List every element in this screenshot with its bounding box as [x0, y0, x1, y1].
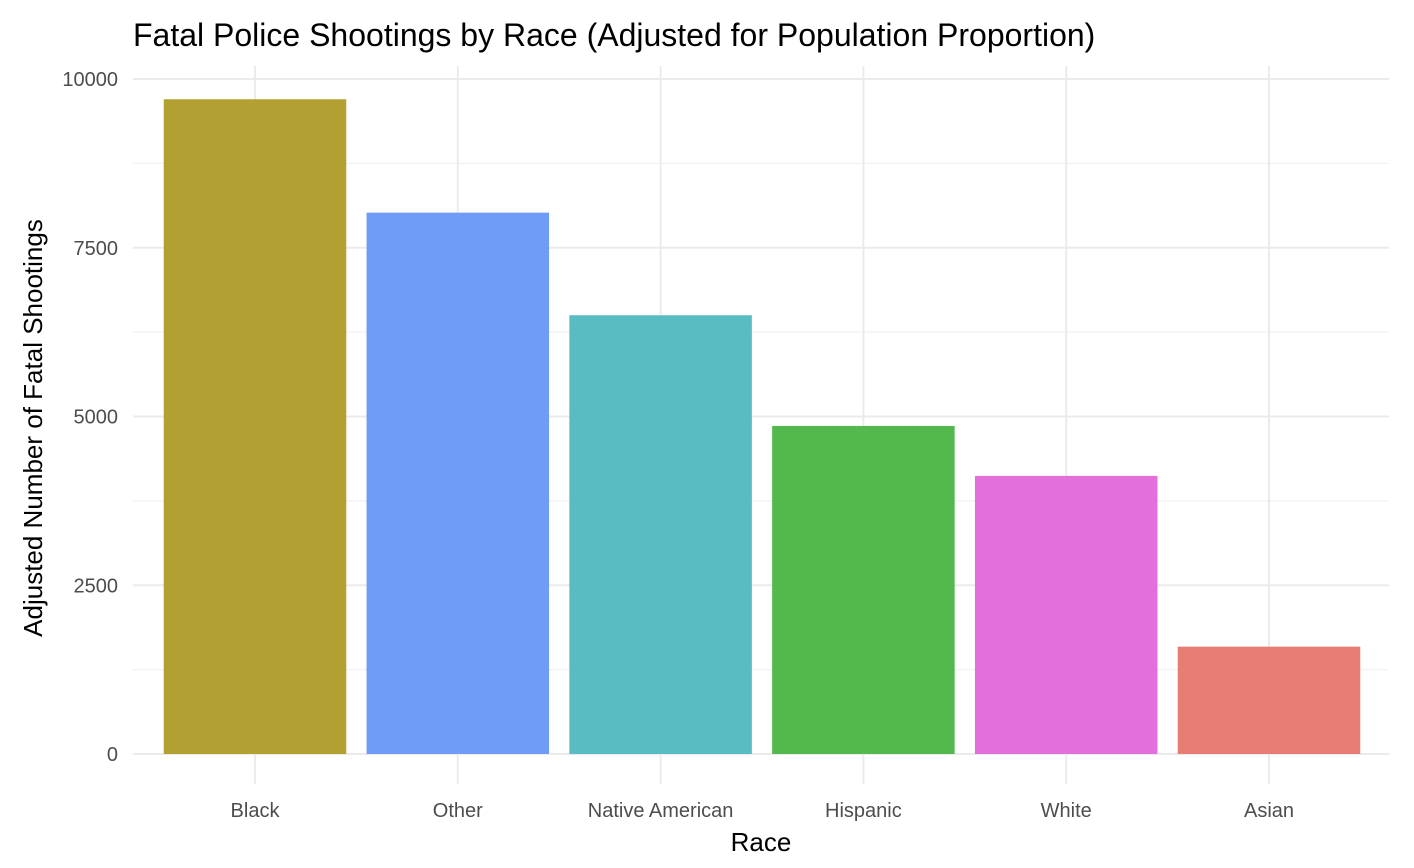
x-axis-tick-labels: Black Other Native American Hispanic White As…: [231, 800, 1294, 822]
x-tick-label-black: Black: [231, 800, 281, 822]
bar-white: [974, 475, 1158, 754]
x-tick-label-hispanic: Hispanic: [825, 800, 902, 822]
x-tick-label-other: Other: [433, 800, 483, 822]
bar-hispanic: [772, 425, 955, 754]
x-tick-label-native-american: Native American: [588, 800, 734, 822]
y-axis-title: Adjusted Number of Fatal Shootings: [18, 219, 48, 637]
x-tick-label-white: White: [1041, 800, 1092, 822]
bar-asian: [1177, 646, 1361, 754]
y-tick-label: 10000: [62, 69, 118, 91]
x-tick-label-asian: Asian: [1244, 800, 1294, 822]
bar-native-american: [569, 315, 752, 754]
y-axis-tick-labels: 0 2500 5000 7500 10000: [62, 69, 118, 766]
y-tick-label: 7500: [74, 238, 119, 260]
y-tick-label: 0: [107, 744, 118, 766]
x-axis-title: Race: [731, 827, 792, 857]
chart-title: Fatal Police Shootings by Race (Adjusted…: [133, 17, 1095, 53]
y-tick-label: 5000: [74, 407, 119, 429]
y-tick-label: 2500: [74, 575, 119, 597]
bar-other: [366, 212, 550, 754]
bar-black: [163, 99, 347, 754]
bars: [163, 99, 1361, 754]
